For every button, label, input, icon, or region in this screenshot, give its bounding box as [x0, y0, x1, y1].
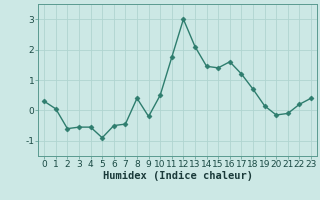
X-axis label: Humidex (Indice chaleur): Humidex (Indice chaleur): [103, 171, 252, 181]
